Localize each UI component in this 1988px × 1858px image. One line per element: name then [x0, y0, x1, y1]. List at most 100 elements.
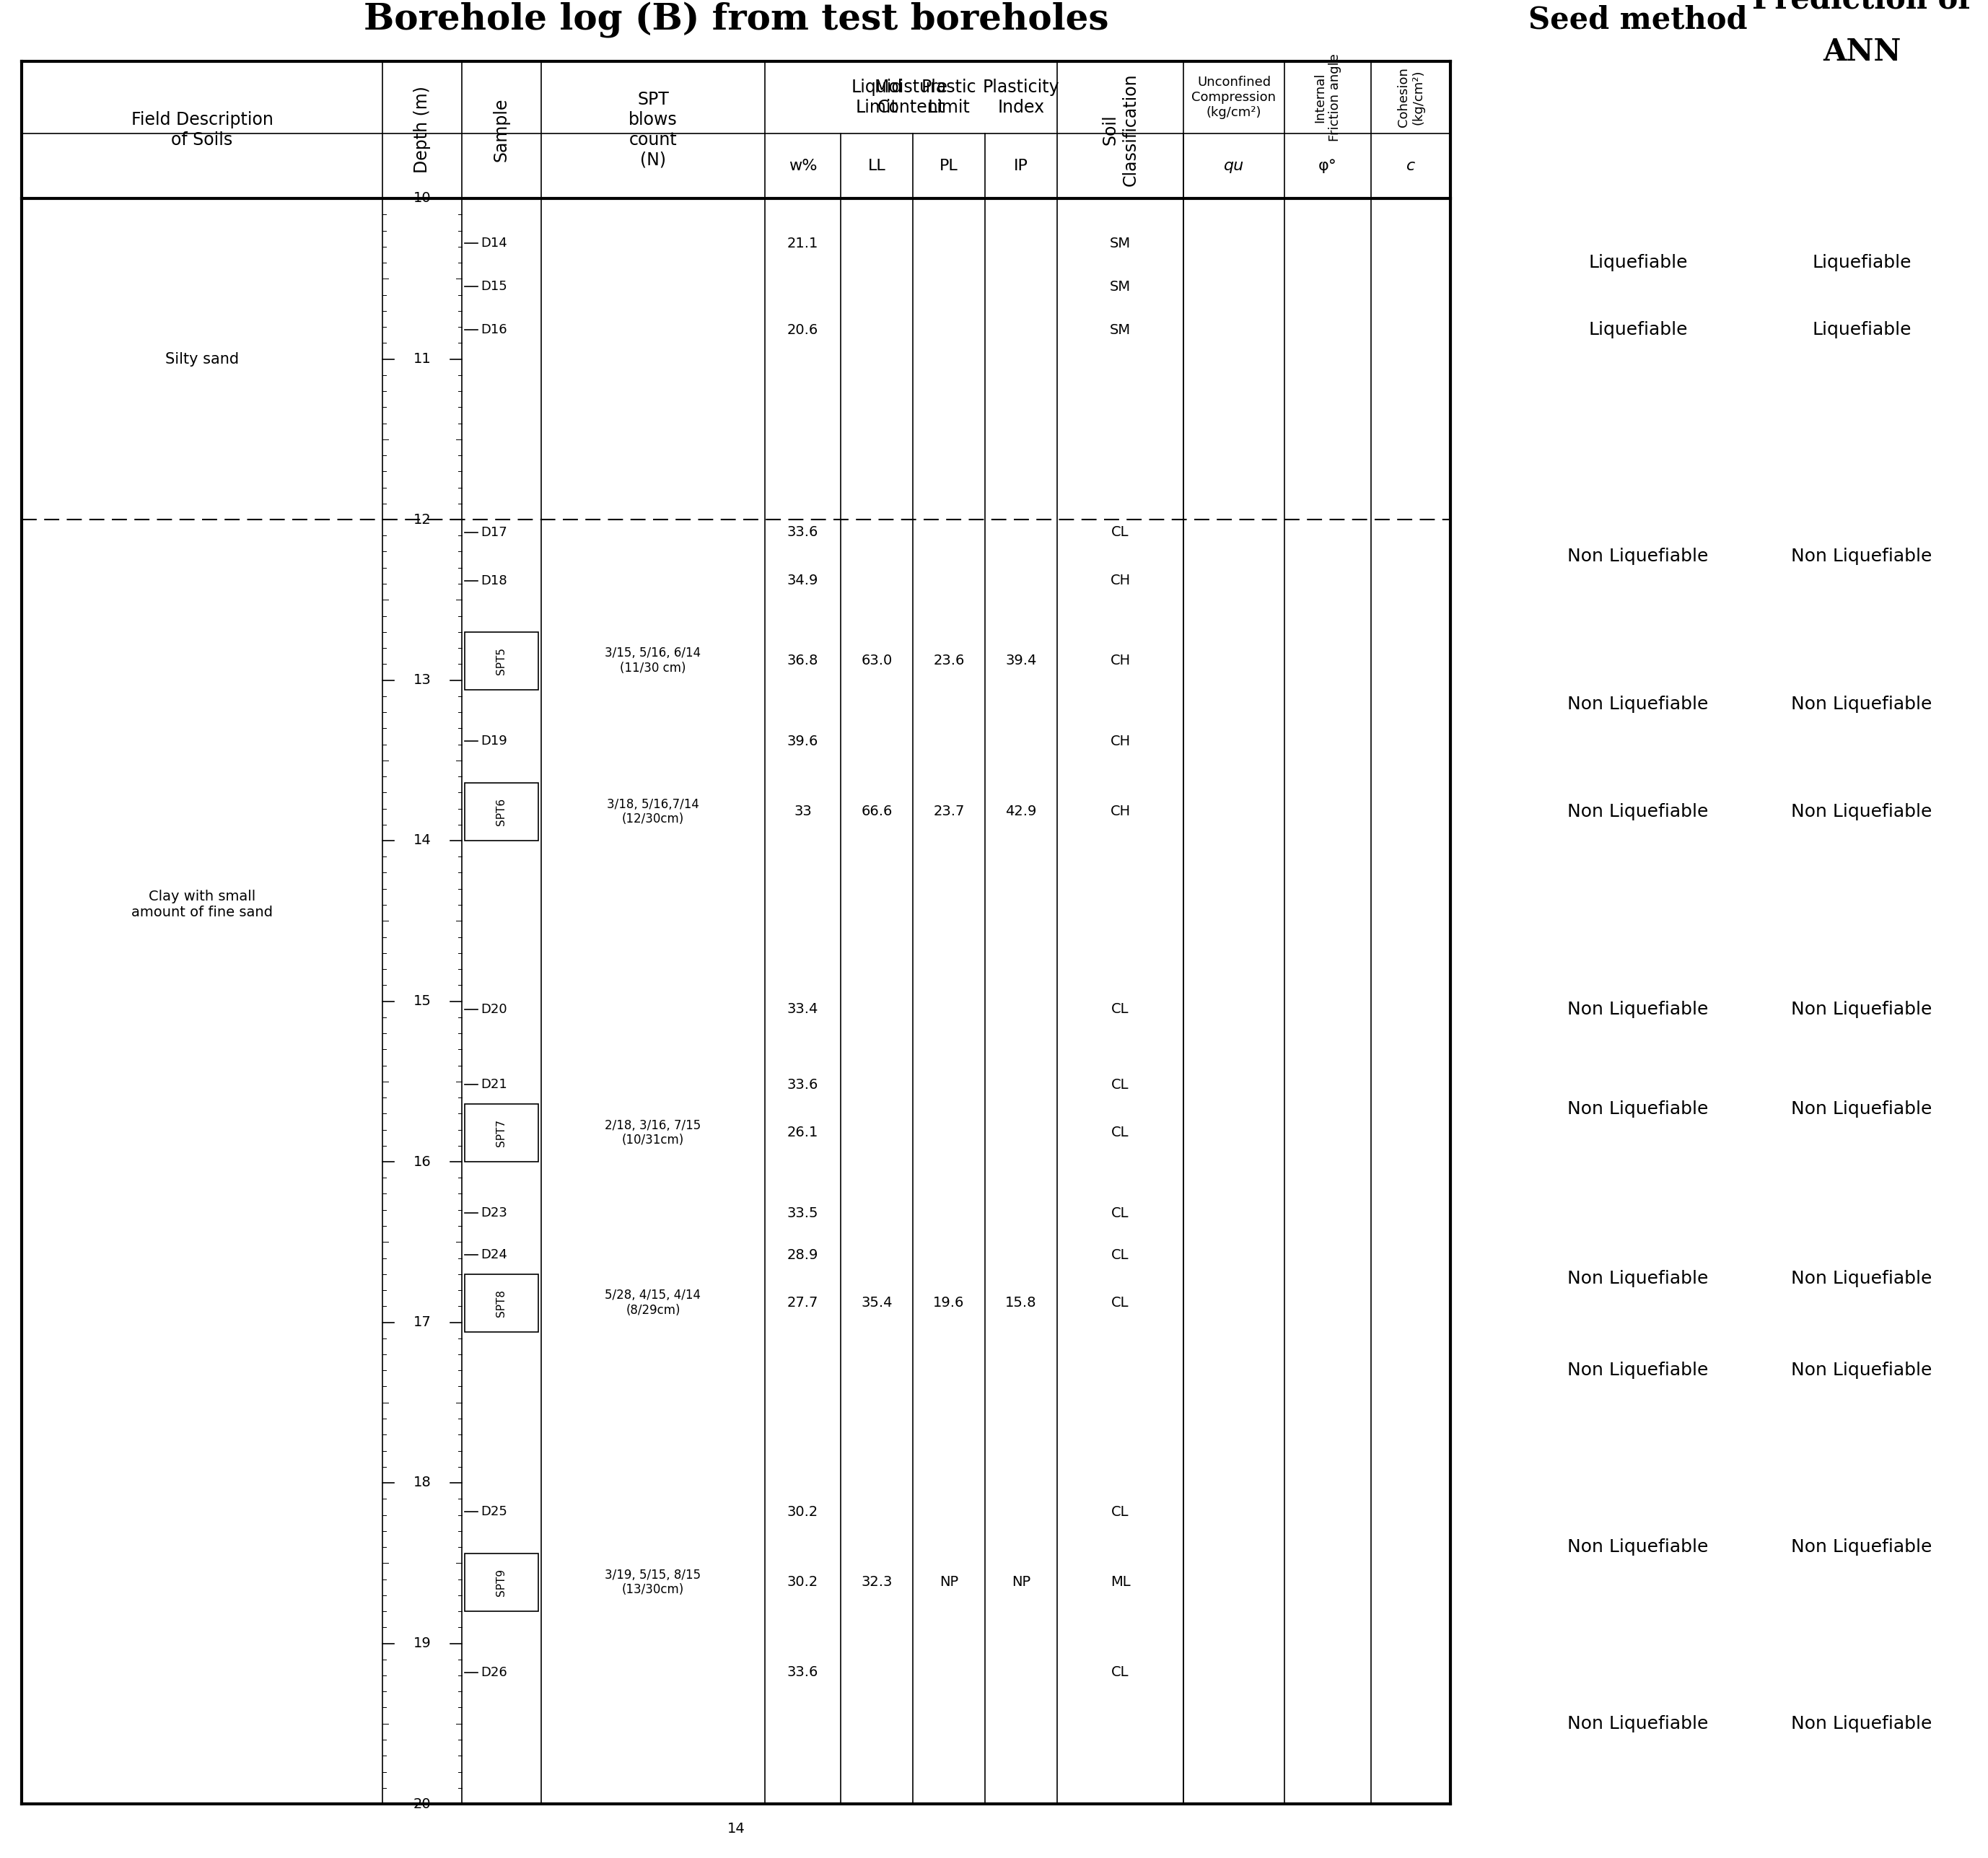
Text: D21: D21: [481, 1078, 507, 1091]
Text: 3/19, 5/15, 8/15
(13/30cm): 3/19, 5/15, 8/15 (13/30cm): [604, 1568, 702, 1596]
Text: Borehole log (B) from test boreholes: Borehole log (B) from test boreholes: [364, 2, 1109, 37]
Text: Non Liquefiable: Non Liquefiable: [1567, 1271, 1708, 1288]
Text: SPT6: SPT6: [497, 797, 507, 825]
Text: SPT7: SPT7: [497, 1119, 507, 1146]
Text: Non Liquefiable: Non Liquefiable: [1791, 803, 1932, 821]
Text: Non Liquefiable: Non Liquefiable: [1567, 803, 1708, 821]
Text: 23.7: 23.7: [932, 805, 964, 819]
Text: 14: 14: [728, 1823, 746, 1836]
Text: Non Liquefiable: Non Liquefiable: [1567, 695, 1708, 713]
Text: D14: D14: [481, 236, 507, 249]
Text: Liquid
Limit: Liquid Limit: [851, 78, 903, 115]
Text: D17: D17: [481, 526, 507, 539]
Text: 33: 33: [793, 805, 811, 819]
Text: Non Liquefiable: Non Liquefiable: [1567, 548, 1708, 565]
Text: 42.9: 42.9: [1006, 805, 1036, 819]
Text: Non Liquefiable: Non Liquefiable: [1791, 548, 1932, 565]
Text: 3/15, 5/16, 6/14
(11/30 cm): 3/15, 5/16, 6/14 (11/30 cm): [604, 647, 702, 674]
Text: Depth (m): Depth (m): [414, 85, 431, 173]
Text: 12: 12: [414, 513, 431, 526]
Text: Non Liquefiable: Non Liquefiable: [1791, 1715, 1932, 1732]
Text: CH: CH: [1109, 805, 1131, 819]
Text: SM: SM: [1109, 281, 1131, 294]
Text: CL: CL: [1111, 1665, 1129, 1680]
Text: 33.6: 33.6: [787, 1665, 819, 1680]
Text: Prediction of: Prediction of: [1751, 0, 1970, 15]
Text: Cohesion
(kg/cm²): Cohesion (kg/cm²): [1398, 67, 1425, 128]
Text: SM: SM: [1109, 323, 1131, 336]
Text: c: c: [1406, 158, 1415, 173]
Text: 33.6: 33.6: [787, 526, 819, 539]
Text: SPT
blows
count
(N): SPT blows count (N): [628, 91, 678, 169]
Text: 36.8: 36.8: [787, 654, 819, 667]
Text: 17: 17: [414, 1315, 431, 1328]
Text: Plasticity
Index: Plasticity Index: [982, 78, 1060, 115]
Text: SM: SM: [1109, 236, 1131, 251]
Text: CL: CL: [1111, 1505, 1129, 1518]
Text: CH: CH: [1109, 654, 1131, 667]
Text: D24: D24: [481, 1249, 507, 1262]
Text: 10: 10: [414, 191, 431, 204]
Text: Non Liquefiable: Non Liquefiable: [1791, 1538, 1932, 1555]
Bar: [465, 782, 539, 840]
Text: D20: D20: [481, 1003, 507, 1016]
Text: D26: D26: [481, 1667, 507, 1680]
Text: 30.2: 30.2: [787, 1576, 819, 1589]
Text: Seed method: Seed method: [1529, 4, 1747, 35]
Text: 16: 16: [414, 1156, 431, 1169]
Text: 32.3: 32.3: [861, 1576, 893, 1589]
Text: 66.6: 66.6: [861, 805, 893, 819]
Bar: [465, 1275, 539, 1332]
Text: CL: CL: [1111, 1206, 1129, 1221]
Text: Plastic
Limit: Plastic Limit: [920, 78, 976, 115]
Text: ML: ML: [1111, 1576, 1131, 1589]
Text: SPT8: SPT8: [497, 1289, 507, 1317]
Text: CL: CL: [1111, 1297, 1129, 1310]
Text: 11: 11: [414, 353, 431, 366]
Text: Non Liquefiable: Non Liquefiable: [1791, 1100, 1932, 1117]
Text: 26.1: 26.1: [787, 1126, 819, 1139]
Text: 2/18, 3/16, 7/15
(10/31cm): 2/18, 3/16, 7/15 (10/31cm): [604, 1119, 702, 1146]
Text: D23: D23: [481, 1206, 507, 1219]
Text: 20: 20: [414, 1797, 431, 1812]
Text: 30.2: 30.2: [787, 1505, 819, 1518]
Text: Non Liquefiable: Non Liquefiable: [1567, 1715, 1708, 1732]
Text: Unconfined
Compression
(kg/cm²): Unconfined Compression (kg/cm²): [1191, 76, 1276, 119]
Text: Field Description
of Soils: Field Description of Soils: [131, 111, 272, 149]
Text: LL: LL: [869, 158, 887, 173]
Text: Liquefiable: Liquefiable: [1588, 321, 1688, 338]
Text: ANN: ANN: [1823, 37, 1901, 67]
Text: 19: 19: [414, 1637, 431, 1650]
Text: 35.4: 35.4: [861, 1297, 893, 1310]
Text: 3/18, 5/16,7/14
(12/30cm): 3/18, 5/16,7/14 (12/30cm): [606, 797, 700, 825]
Text: 28.9: 28.9: [787, 1249, 819, 1262]
Text: SPT5: SPT5: [497, 647, 507, 674]
Text: 33.4: 33.4: [787, 1001, 819, 1016]
Text: 19.6: 19.6: [932, 1297, 964, 1310]
Text: Liquefiable: Liquefiable: [1813, 321, 1910, 338]
Text: CL: CL: [1111, 1249, 1129, 1262]
Text: Clay with small
amount of fine sand: Clay with small amount of fine sand: [131, 890, 272, 920]
Text: PL: PL: [940, 158, 958, 173]
Text: Non Liquefiable: Non Liquefiable: [1567, 1538, 1708, 1555]
Text: 39.6: 39.6: [787, 734, 819, 749]
Text: SPT9: SPT9: [497, 1568, 507, 1596]
Text: 34.9: 34.9: [787, 574, 819, 587]
Text: 14: 14: [414, 834, 431, 847]
Text: Liquefiable: Liquefiable: [1588, 255, 1688, 271]
Text: 27.7: 27.7: [787, 1297, 819, 1310]
Text: 15.8: 15.8: [1006, 1297, 1038, 1310]
Text: Internal
Friction angle: Internal Friction angle: [1314, 54, 1342, 141]
Text: Non Liquefiable: Non Liquefiable: [1567, 1362, 1708, 1379]
Text: Non Liquefiable: Non Liquefiable: [1791, 1362, 1932, 1379]
Text: CL: CL: [1111, 1001, 1129, 1016]
Text: Non Liquefiable: Non Liquefiable: [1791, 1000, 1932, 1018]
Text: 5/28, 4/15, 4/14
(8/29cm): 5/28, 4/15, 4/14 (8/29cm): [604, 1289, 702, 1317]
Text: 13: 13: [414, 673, 431, 687]
Text: NP: NP: [1012, 1576, 1030, 1589]
Bar: [465, 1104, 539, 1161]
Text: Non Liquefiable: Non Liquefiable: [1567, 1000, 1708, 1018]
Text: D19: D19: [481, 734, 507, 747]
Text: Liquefiable: Liquefiable: [1813, 255, 1910, 271]
Text: D15: D15: [481, 281, 507, 294]
